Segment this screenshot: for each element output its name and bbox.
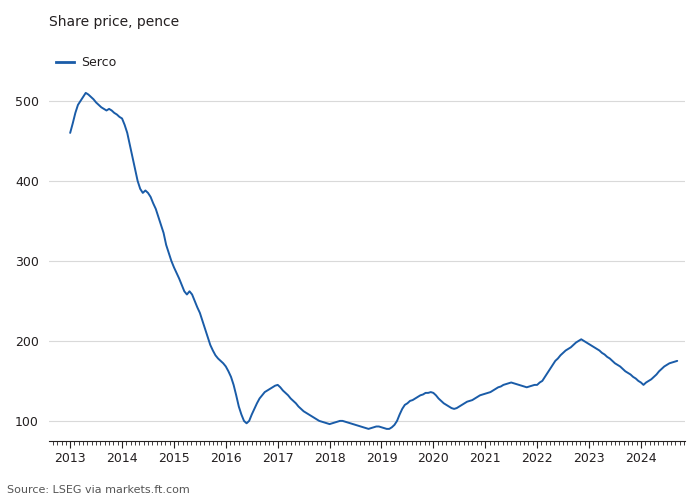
Text: Share price, pence: Share price, pence: [50, 15, 179, 29]
Legend: Serco: Serco: [56, 56, 116, 69]
Text: Source: LSEG via markets.ft.com: Source: LSEG via markets.ft.com: [7, 485, 190, 495]
